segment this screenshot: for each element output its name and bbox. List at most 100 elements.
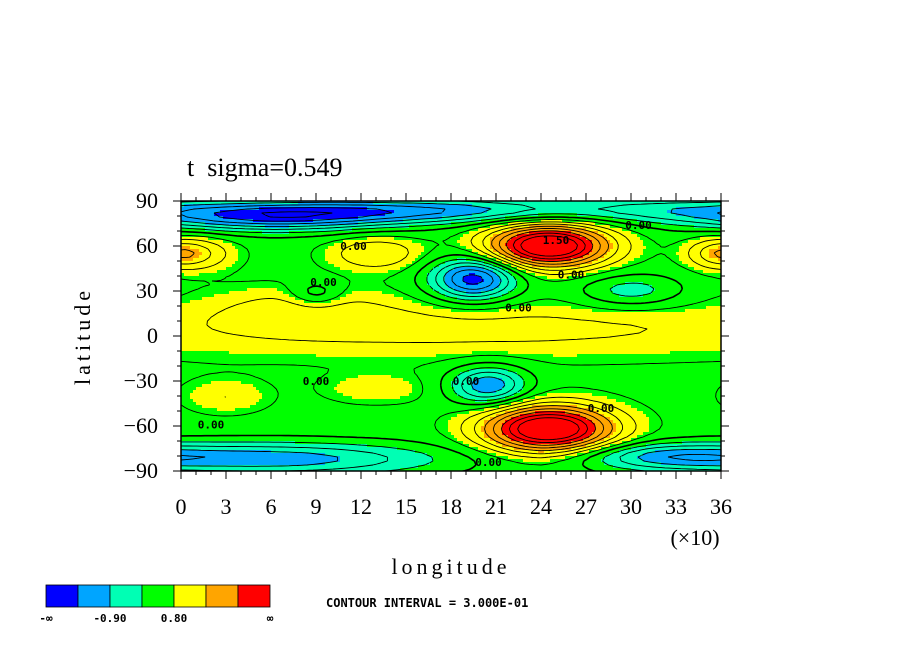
field-cell	[667, 210, 670, 213]
field-cell	[265, 270, 268, 273]
field-cell	[280, 243, 283, 246]
field-cell	[538, 207, 541, 210]
field-cell	[661, 231, 664, 234]
field-cell	[664, 249, 667, 252]
field-cell	[589, 252, 592, 255]
field-cell	[208, 270, 211, 273]
field-cell	[268, 240, 271, 243]
field-cell	[631, 237, 634, 240]
field-cell	[382, 273, 385, 276]
field-cell	[607, 261, 610, 264]
field-cell	[427, 243, 430, 246]
field-cell	[379, 252, 382, 255]
field-cell	[589, 279, 592, 282]
field-cell	[700, 207, 703, 210]
field-cell	[703, 207, 706, 210]
field-cell	[268, 270, 271, 273]
field-cell	[469, 210, 472, 213]
field-cell	[241, 213, 244, 216]
field-cell	[298, 270, 301, 273]
field-cell	[541, 249, 544, 252]
field-cell	[685, 270, 688, 273]
field-cell	[583, 282, 586, 285]
field-cell	[232, 213, 235, 216]
field-cell	[640, 252, 643, 255]
field-cell	[340, 258, 343, 261]
field-cell	[505, 207, 508, 210]
field-cell	[643, 255, 646, 258]
field-cell	[697, 210, 700, 213]
field-cell	[283, 255, 286, 258]
field-cell	[697, 246, 700, 249]
field-cell	[583, 207, 586, 210]
field-cell	[364, 273, 367, 276]
field-cell	[289, 240, 292, 243]
field-cell	[265, 261, 268, 264]
field-cell	[568, 213, 571, 216]
field-cell	[262, 252, 265, 255]
field-cell	[232, 237, 235, 240]
field-cell	[214, 246, 217, 249]
field-cell	[343, 210, 346, 213]
field-cell	[271, 240, 274, 243]
field-cell	[628, 276, 631, 279]
field-cell	[193, 240, 196, 243]
field-cell	[712, 216, 715, 219]
field-cell	[367, 276, 370, 279]
field-cell	[706, 270, 709, 273]
field-cell	[295, 240, 298, 243]
field-cell	[208, 267, 211, 270]
field-cell	[646, 252, 649, 255]
field-cell	[340, 267, 343, 270]
field-cell	[415, 267, 418, 270]
field-cell	[190, 213, 193, 216]
field-cell	[676, 204, 679, 207]
field-cell	[199, 282, 202, 285]
field-cell	[265, 249, 268, 252]
field-cell	[658, 249, 661, 252]
field-cell	[634, 279, 637, 282]
field-cell	[430, 276, 433, 279]
field-cell	[373, 240, 376, 243]
field-cell	[451, 210, 454, 213]
field-cell	[310, 246, 313, 249]
field-cell	[214, 270, 217, 273]
field-cell	[430, 279, 433, 282]
field-cell	[283, 240, 286, 243]
field-cell	[691, 210, 694, 213]
field-cell	[244, 255, 247, 258]
field-cell	[637, 258, 640, 261]
field-cell	[565, 210, 568, 213]
field-cell	[388, 258, 391, 261]
field-cell	[292, 219, 295, 222]
field-cell	[301, 252, 304, 255]
field-cell	[529, 249, 532, 252]
field-cell	[244, 282, 247, 285]
field-cell	[535, 240, 538, 243]
field-cell	[610, 279, 613, 282]
field-cell	[298, 267, 301, 270]
field-cell	[637, 279, 640, 282]
field-cell	[280, 258, 283, 261]
field-cell	[289, 279, 292, 282]
field-cell	[694, 267, 697, 270]
field-cell	[220, 252, 223, 255]
field-cell	[283, 270, 286, 273]
field-cell	[487, 276, 490, 279]
field-cell	[349, 267, 352, 270]
field-cell	[496, 279, 499, 282]
field-cell	[712, 264, 715, 267]
field-cell	[406, 276, 409, 279]
field-cell	[577, 240, 580, 243]
field-cell	[199, 276, 202, 279]
field-cell	[256, 210, 259, 213]
field-cell	[388, 252, 391, 255]
field-cell	[478, 237, 481, 240]
field-cell	[532, 282, 535, 285]
field-cell	[658, 237, 661, 240]
field-cell	[652, 231, 655, 234]
field-cell	[706, 255, 709, 258]
field-cell	[640, 237, 643, 240]
field-cell	[289, 243, 292, 246]
field-cell	[658, 219, 661, 222]
